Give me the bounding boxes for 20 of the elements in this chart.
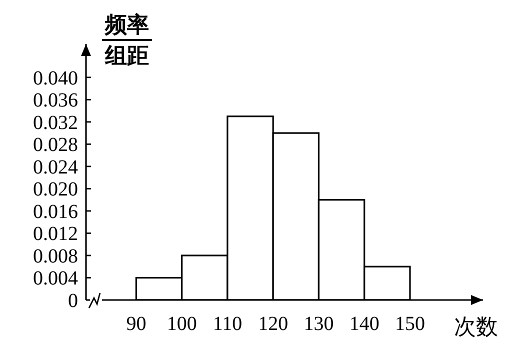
y-tick-label: 0: [68, 290, 78, 312]
y-tick-label: 0.020: [33, 178, 78, 201]
x-tick-label: 140: [349, 313, 380, 336]
y-tick-label: 0.004: [33, 268, 78, 290]
y-tick-label: 0.032: [33, 112, 78, 134]
y-tick-label: 0.008: [33, 245, 78, 268]
x-tick-label: 90: [126, 313, 146, 336]
x-tick-label: 130: [304, 313, 334, 336]
y-tick-label: 0.012: [33, 223, 78, 246]
y-tick-label: 0.024: [33, 156, 78, 178]
x-axis-title: 次数: [454, 314, 498, 339]
x-tick-label: 120: [258, 313, 288, 336]
y-tick-label: 0.028: [33, 134, 78, 156]
y-tick-label: 0.016: [33, 200, 78, 223]
x-tick-label: 150: [394, 313, 425, 336]
y-axis-title: 频率组距: [104, 12, 149, 68]
x-tick-label: 100: [166, 313, 197, 336]
y-tick-label: 0.036: [33, 90, 78, 112]
y-tick-label: 0.040: [33, 67, 78, 90]
x-tick-label: 110: [212, 313, 242, 336]
